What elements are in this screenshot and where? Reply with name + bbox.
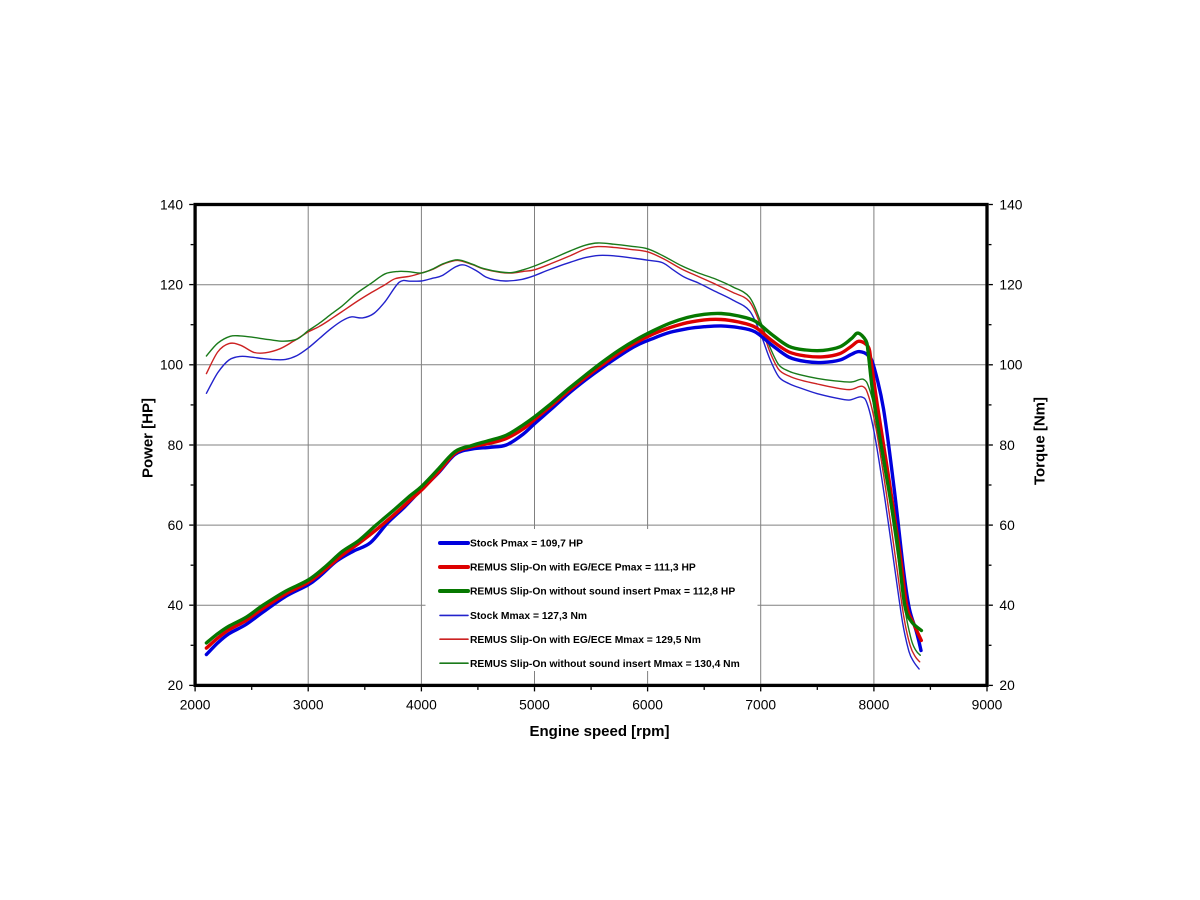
svg-text:6000: 6000 <box>632 697 663 712</box>
svg-text:Power [HP]: Power [HP] <box>139 398 156 478</box>
svg-text:Torque [Nm]: Torque [Nm] <box>1031 397 1048 485</box>
svg-text:140: 140 <box>160 197 183 212</box>
svg-text:REMUS Slip-On without sound in: REMUS Slip-On without sound insert Mmax … <box>470 659 740 670</box>
svg-text:20: 20 <box>168 678 184 693</box>
svg-text:REMUS Slip-On without sound in: REMUS Slip-On without sound insert Pmax … <box>470 587 735 598</box>
svg-text:7000: 7000 <box>745 697 776 712</box>
svg-text:Engine speed [rpm]: Engine speed [rpm] <box>529 723 669 740</box>
svg-text:9000: 9000 <box>972 697 1003 712</box>
svg-text:40: 40 <box>999 598 1015 613</box>
svg-text:4000: 4000 <box>406 697 437 712</box>
svg-text:5000: 5000 <box>519 697 550 712</box>
svg-text:80: 80 <box>999 438 1015 453</box>
svg-text:REMUS Slip-On with EG/ECE Mmax: REMUS Slip-On with EG/ECE Mmax = 129,5 N… <box>470 635 701 646</box>
svg-text:20: 20 <box>999 678 1015 693</box>
svg-text:2000: 2000 <box>180 697 211 712</box>
svg-text:REMUS Slip-On with EG/ECE Pmax: REMUS Slip-On with EG/ECE Pmax = 111,3 H… <box>470 563 696 574</box>
svg-text:140: 140 <box>999 197 1022 212</box>
svg-text:Stock Pmax = 109,7 HP: Stock Pmax = 109,7 HP <box>470 539 583 550</box>
svg-text:100: 100 <box>160 358 183 373</box>
svg-text:60: 60 <box>999 518 1015 533</box>
svg-text:3000: 3000 <box>293 697 324 712</box>
svg-text:8000: 8000 <box>859 697 890 712</box>
svg-text:Stock Mmax = 127,3 Nm: Stock Mmax = 127,3 Nm <box>470 611 587 622</box>
svg-text:120: 120 <box>999 277 1022 292</box>
svg-text:120: 120 <box>160 277 183 292</box>
svg-text:80: 80 <box>168 438 184 453</box>
svg-text:100: 100 <box>999 358 1022 373</box>
svg-text:40: 40 <box>168 598 184 613</box>
svg-text:60: 60 <box>168 518 184 533</box>
